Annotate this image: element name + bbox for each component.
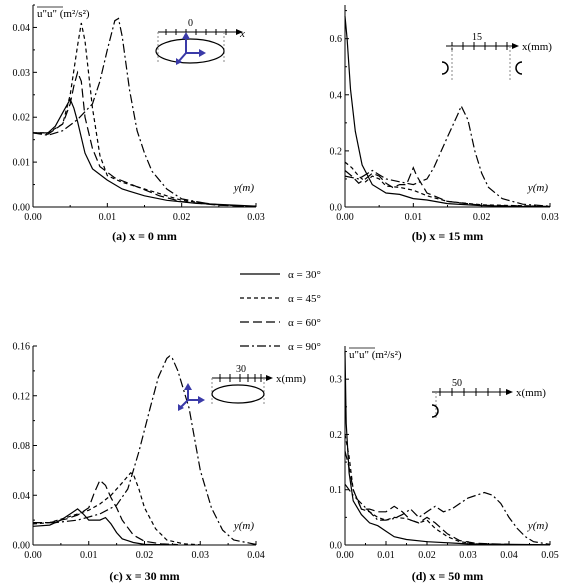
x-tick-label: 0.01 (377, 550, 395, 561)
inset-b: 15 x(mm) (441, 32, 552, 80)
panel-a: 0.00 0.01 0.02 0.03 0.00 0.01 0.02 0.03 0.04 y(m)… (13, 4, 265, 243)
series-line-4 (344, 483, 551, 545)
y-tick-label: 0.12 (13, 391, 31, 402)
inset-axis-label: x(mm) (516, 387, 546, 399)
inset-label: 50 (452, 378, 462, 389)
coordinate-axes-icon (178, 383, 205, 411)
x-axis-label: y(m) (233, 182, 254, 194)
x-tick-label: 0.03 (192, 550, 210, 561)
x-tick-label: 0.04 (247, 550, 265, 561)
series-line-4 (32, 17, 257, 208)
x-tick-label: 0.03 (459, 550, 477, 561)
y-tick-label: 0.03 (13, 68, 31, 79)
series-line-4 (344, 104, 551, 207)
panel-d: 0.00 0.01 0.02 0.03 0.04 0.05 0.0 0.1 0.2 0.3 y(m)… (330, 346, 559, 583)
inset-axis-label: x (239, 28, 245, 40)
panel-caption: (d) x = 50 mm (412, 569, 484, 583)
inset-label: 15 (472, 32, 482, 43)
x-tick-label: 0.01 (405, 212, 423, 223)
y-tick-label: 0.08 (13, 441, 31, 452)
inset-arrowhead (236, 29, 243, 35)
x-tick-label: 0.05 (541, 550, 559, 561)
y-axis-label: u"u" (m²/s²) (37, 8, 90, 20)
x-tick-label: 0.04 (500, 550, 518, 561)
series-line-1 (344, 16, 551, 208)
y-tick-label: 0.0 (330, 541, 343, 552)
inset-label: 30 (236, 364, 246, 375)
x-tick-label: 0.02 (418, 550, 436, 561)
legend-label: α = 30° (288, 269, 321, 281)
y-tick-label: 0.04 (13, 23, 31, 34)
inset-arrowhead (266, 375, 273, 381)
panel-c: 0.00 0.01 0.02 0.03 0.04 0.00 0.04 0.08 0.12 0.16… (13, 342, 265, 584)
x-tick-label: 0.00 (24, 550, 42, 561)
inset-axis-label: x(mm) (522, 41, 552, 53)
y-tick-label: 0.01 (13, 158, 31, 169)
series-line-1 (33, 97, 257, 207)
x-tick-label: 0.00 (336, 212, 354, 223)
series-line-1 (344, 351, 551, 546)
inset-label: 0 (188, 18, 193, 29)
x-tick-label: 0.03 (247, 212, 265, 223)
panel-caption: (a) x = 0 mm (112, 229, 177, 243)
y-axis-label: u"u" (m²/s²) (349, 349, 402, 361)
panel-caption: (b) x = 15 mm (412, 229, 484, 243)
series-line-2 (344, 161, 551, 207)
x-tick-label: 0.00 (24, 212, 42, 223)
x-tick-label: 0.01 (99, 212, 117, 223)
series-line-3 (33, 479, 178, 546)
y-tick-label: 0.2 (330, 430, 343, 441)
ellipse-icon (155, 38, 225, 64)
ellipse-icon (211, 384, 265, 404)
y-tick-label: 0.3 (330, 375, 343, 386)
y-tick-label: 0.02 (13, 113, 31, 124)
inset-axis-label: x(mm) (276, 373, 306, 385)
series-line-2 (344, 434, 510, 545)
y-tick-label: 0.00 (13, 541, 31, 552)
series-line-2 (33, 22, 257, 208)
inset-d: 50 x(mm) (431, 378, 546, 420)
legend-label: α = 60° (288, 317, 321, 329)
coordinate-axes-icon (176, 32, 206, 65)
y-tick-label: 0.1 (330, 485, 343, 496)
panel-caption: (c) x = 30 mm (109, 569, 179, 583)
legend-label: α = 90° (288, 341, 321, 353)
x-tick-label: 0.02 (173, 212, 191, 223)
y-tick-label: 0.16 (13, 342, 31, 353)
y-tick-label: 0.04 (13, 491, 31, 502)
x-tick-label: 0.02 (473, 212, 491, 223)
x-axis-label: y(m) (233, 520, 254, 532)
series-line-4 (33, 355, 257, 545)
y-tick-label: 0.0 (330, 203, 343, 214)
x-tick-label: 0.03 (541, 212, 559, 223)
inset-arrowhead (506, 389, 513, 395)
x-axis-label: y(m) (527, 182, 548, 194)
series-line-3 (344, 450, 510, 545)
inset-c: 30 x(mm) (178, 364, 306, 411)
legend-label: α = 45° (288, 293, 321, 305)
ellipse-end-left-icon (441, 61, 449, 75)
series-line-1 (32, 508, 173, 546)
x-tick-label: 0.00 (336, 550, 354, 561)
y-tick-label: 0.4 (330, 90, 343, 101)
ellipse-end-right-icon (515, 61, 523, 75)
x-tick-label: 0.02 (136, 550, 154, 561)
y-tick-label: 0.00 (13, 203, 31, 214)
y-tick-label: 0.2 (330, 146, 343, 157)
panel-b: 0.00 0.01 0.02 0.03 0.0 0.2 0.4 0.6 y(m) (b) x = … (330, 5, 559, 243)
legend: α = 30° α = 45° α = 60° α = 90° (240, 269, 321, 353)
ellipse-end-left-icon (431, 404, 439, 418)
inset-arrowhead (512, 43, 519, 49)
series-line-3 (32, 70, 257, 208)
series-line-3 (344, 166, 551, 207)
inset-a: 0 x (155, 18, 245, 65)
series-line-2 (32, 472, 201, 546)
y-tick-label: 0.6 (330, 34, 343, 45)
x-tick-label: 0.01 (80, 550, 98, 561)
x-axis-label: y(m) (527, 520, 548, 532)
